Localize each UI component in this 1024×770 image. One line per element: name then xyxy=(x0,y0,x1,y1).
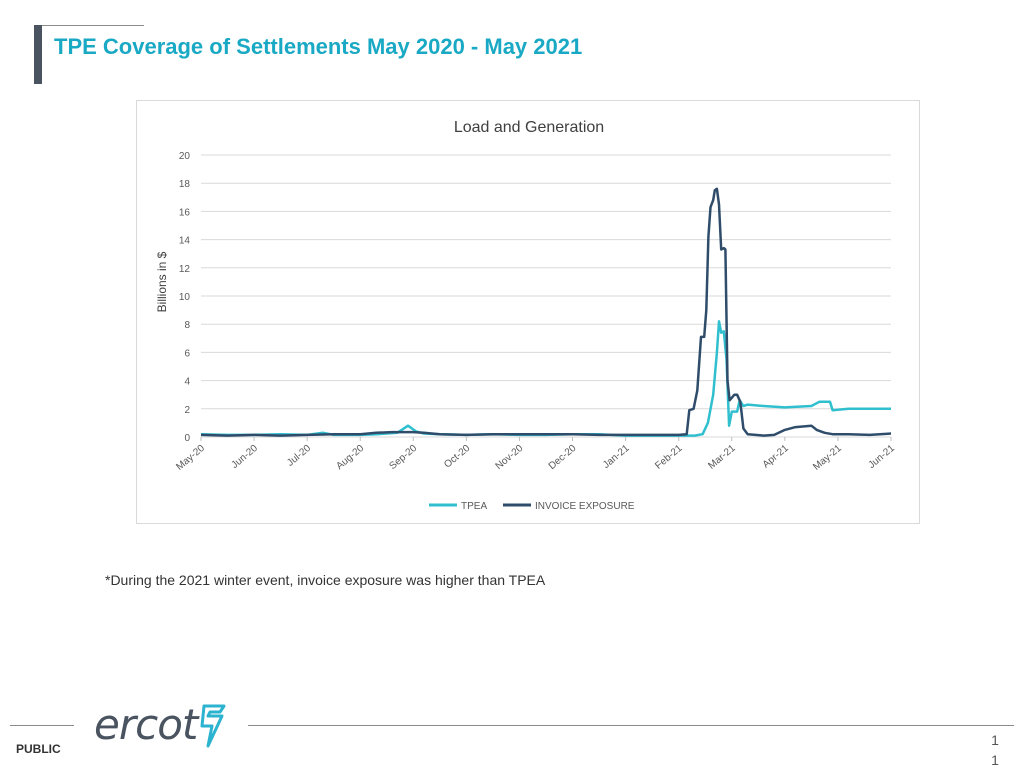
lightning-bolt-icon xyxy=(200,704,226,748)
y-tick-label: 20 xyxy=(179,151,191,162)
legend-label: TPEA xyxy=(461,501,487,512)
x-tick-label: Dec-20 xyxy=(547,443,579,472)
page-number: 11 xyxy=(991,732,999,768)
x-tick-label: Oct-20 xyxy=(442,443,472,471)
classification-label: PUBLIC xyxy=(16,742,61,756)
series-line-tpea xyxy=(200,320,891,437)
x-tick-label: Jun-20 xyxy=(230,443,261,471)
x-axis-ticks: May-20 Jun-20 Jul-20 Aug-20 Sep-20 Oct-20 Nov-… xyxy=(174,437,897,473)
title-accent-bar xyxy=(34,25,42,84)
y-axis-label: Billions in $ xyxy=(155,251,169,312)
series-lines xyxy=(200,187,892,437)
x-tick-label: May-20 xyxy=(174,443,207,473)
footnote: *During the 2021 winter event, invoice e… xyxy=(105,572,546,588)
y-tick-label: 18 xyxy=(179,179,191,190)
y-tick-label: 4 xyxy=(184,377,190,388)
footer-rule-left xyxy=(10,725,74,726)
x-tick-label: Nov-20 xyxy=(494,443,526,472)
legend-label: INVOICE EXPOSURE xyxy=(535,501,635,512)
x-tick-label: Apr-21 xyxy=(761,443,791,471)
y-tick-label: 12 xyxy=(179,264,191,275)
y-axis-ticks: 0 2 4 6 8 10 12 14 16 18 20 xyxy=(179,151,191,444)
x-tick-label: Jul-20 xyxy=(285,443,313,469)
y-tick-label: 6 xyxy=(184,348,190,359)
y-tick-label: 14 xyxy=(179,236,191,247)
gridlines xyxy=(201,154,891,438)
x-tick-label: Feb-21 xyxy=(653,443,685,472)
y-tick-label: 8 xyxy=(184,320,190,331)
page-title: TPE Coverage of Settlements May 2020 - M… xyxy=(54,34,583,59)
y-tick-label: 16 xyxy=(179,207,191,218)
x-tick-label: Aug-20 xyxy=(334,443,366,472)
x-tick-label: Jan-21 xyxy=(601,443,632,471)
x-tick-label: Jun-21 xyxy=(866,443,897,471)
x-tick-label: May-21 xyxy=(811,443,844,473)
y-tick-label: 10 xyxy=(179,292,191,303)
series-line-invoice-exposure xyxy=(200,187,892,437)
logo-wordmark: ercot xyxy=(94,700,198,749)
y-tick-label: 0 xyxy=(184,433,190,444)
chart-title: Load and Generation xyxy=(454,119,604,136)
legend: TPEA INVOICE EXPOSURE xyxy=(429,501,635,512)
y-tick-label: 2 xyxy=(184,405,190,416)
title-rule xyxy=(34,25,144,26)
footer-rule-right xyxy=(248,725,1014,726)
x-tick-label: Sep-20 xyxy=(387,443,419,472)
line-chart: Load and Generation 0 2 4 6 8 10 12 14 16 18 20 Ma… xyxy=(155,119,897,512)
ercot-logo: ercot xyxy=(92,700,232,752)
chart-container: Load and Generation 0 2 4 6 8 10 12 14 16 18 20 Ma… xyxy=(136,100,920,524)
x-tick-label: Mar-21 xyxy=(706,443,738,472)
